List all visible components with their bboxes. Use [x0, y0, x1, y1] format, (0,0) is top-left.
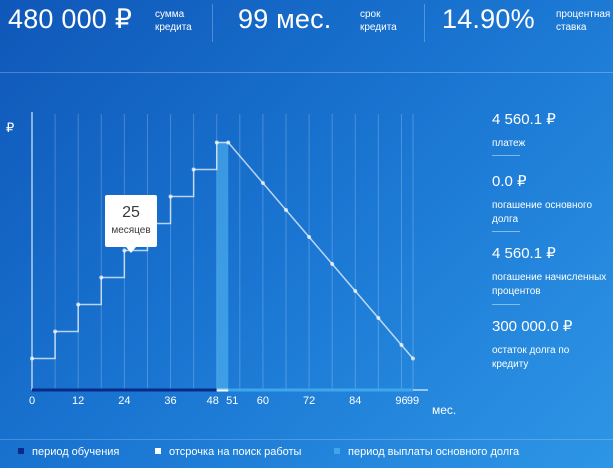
grace-period-highlight [216, 142, 229, 390]
interest-rate-value: 14.90% [442, 4, 535, 34]
info-divider [492, 304, 520, 305]
x-axis-label: мес. [432, 403, 456, 417]
data-point [99, 275, 104, 280]
data-point [260, 181, 265, 185]
legend-item-repayment: период выплаты основного долга [334, 446, 519, 458]
period-band [228, 388, 413, 392]
x-tick-label: 24 [118, 395, 130, 407]
data-point [76, 302, 81, 307]
info-divider [492, 231, 520, 232]
principal-repayment-value: 0.0 ₽ [492, 173, 527, 190]
legend-label: период выплаты основного долга [348, 446, 520, 458]
data-point [30, 356, 34, 361]
loan-amount-value: 480 000 ₽ [8, 4, 133, 34]
month-tooltip: 25 месяцев [105, 195, 157, 253]
x-tick-label: 84 [349, 395, 361, 407]
chart-axes [31, 112, 428, 391]
legend-divider [0, 439, 613, 440]
legend-swatch [155, 448, 161, 454]
data-point [353, 289, 358, 293]
info-interest-repayment: 4 560.1 ₽ погашение начисленных проценто… [492, 244, 610, 299]
data-point [53, 329, 58, 334]
info-remaining-balance: 300 000.0 ₽ остаток долга по кредиту [492, 317, 610, 372]
info-principal-repayment: 0.0 ₽ погашение основного долга [492, 172, 610, 227]
data-point [122, 248, 127, 253]
legend-label: отсрочка на поиск работы [169, 446, 302, 458]
loan-stats: 480 000 ₽ сумма кредита 99 мес. срок кре… [0, 0, 613, 48]
data-point [226, 140, 231, 145]
loan-term-value: 99 мес. [238, 4, 332, 34]
loan-amount-label: сумма кредита [155, 9, 192, 33]
legend-swatch [18, 448, 24, 454]
data-point [191, 167, 196, 172]
header-divider [0, 72, 613, 73]
data-point [214, 140, 219, 145]
chart-grid [54, 114, 414, 390]
payment-value: 4 560.1 ₽ [492, 111, 556, 128]
x-tick-label: 51 [226, 395, 238, 407]
x-tick-label: 12 [72, 395, 84, 407]
data-point [376, 316, 381, 320]
remaining-balance-label: остаток долга по кредиту [492, 345, 570, 370]
x-tick-label: 0 [29, 395, 35, 407]
interest-repayment-value: 4 560.1 ₽ [492, 245, 556, 262]
loan-term-label: срок кредита [360, 9, 397, 33]
info-divider [492, 155, 520, 156]
remaining-balance-value: 300 000.0 ₽ [492, 318, 573, 335]
divider [212, 4, 213, 42]
period-band [32, 388, 217, 392]
principal-repayment-label: погашение основного долга [492, 200, 593, 225]
x-tick-label: 72 [303, 395, 315, 407]
x-tick-label: 36 [164, 395, 176, 407]
interest-rate-label: процентная ставка [556, 9, 611, 33]
legend-item-study: период обучения [18, 446, 119, 458]
legend-item-grace: отсрочка на поиск работы [155, 446, 301, 458]
data-point [284, 208, 288, 212]
data-point [330, 262, 335, 266]
x-tick-label: 96 [395, 395, 407, 407]
data-point [411, 356, 415, 361]
chart-periods [32, 142, 413, 392]
x-tick-label: 99 [407, 395, 419, 407]
interest-repayment-label: погашение начисленных процентов [492, 272, 607, 297]
y-axis-label: ₽ [6, 120, 14, 135]
chart-tick-labels: 0 12 24 36 48 51 60 72 84 96 99 [29, 395, 419, 407]
data-point [168, 194, 173, 199]
payment-label: платеж [492, 138, 526, 149]
info-payment: 4 560.1 ₽ платеж [492, 110, 610, 151]
data-point [307, 235, 312, 239]
x-tick-label: 48 [207, 395, 219, 407]
tooltip-months-value: 25 [122, 204, 140, 221]
tooltip-months-unit: месяцев [111, 225, 151, 236]
payment-line [32, 141, 414, 360]
x-tick-label: 60 [257, 395, 269, 407]
divider [424, 4, 425, 42]
legend-label: период обучения [32, 446, 120, 458]
legend-swatch [334, 448, 340, 454]
data-point [399, 343, 404, 347]
